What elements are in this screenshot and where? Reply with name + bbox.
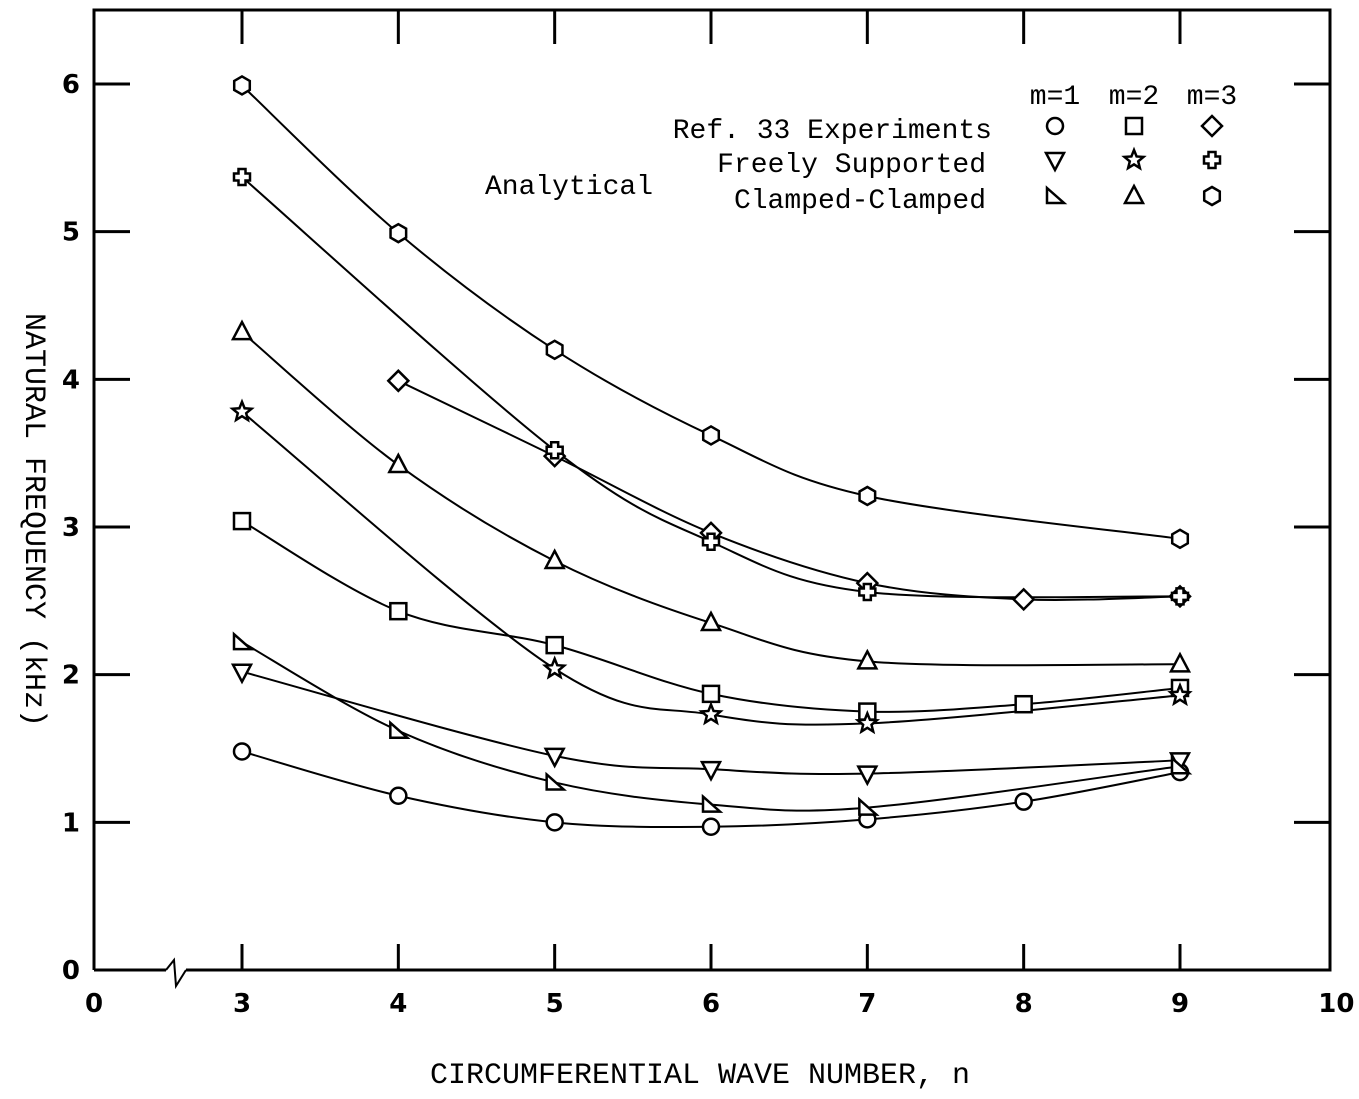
data-point-freely-supported-m1 [699,760,723,782]
y-tick-label: 2 [62,661,80,691]
x-tick-label: 9 [1171,989,1189,1019]
data-point-experiment-m1 [545,813,564,832]
data-point-freely-supported-m2 [1167,681,1193,707]
data-point-clamped-clamped-m2 [387,452,410,474]
data-point-clamped-clamped-m1 [545,771,567,791]
legend-group-label-analytical: Analytical [485,172,653,203]
legend-row-experiments: Ref. 33 Experiments [673,116,992,147]
data-point-experiment-m2 [701,684,721,704]
series-line-experiment-m3 [397,379,1181,601]
y-tick-label: 3 [62,513,80,543]
data-point-experiment-m3 [386,369,411,393]
data-point-freely-supported-m3 [1170,587,1190,606]
x-tick-label: 10 [1318,989,1354,1019]
data-point-clamped-clamped-m1 [701,793,724,813]
legend-symbol-freely-supported-m3 [1202,150,1222,170]
series-line-clamped-clamped-m3 [241,84,1181,540]
data-point-clamped-clamped-m1 [389,720,411,740]
data-point-freely-supported-m2 [541,655,568,680]
data-point-freely-supported-m1 [543,747,566,769]
x-tick-label: 3 [233,989,251,1019]
legend-column-header-m3: m=3 [1187,82,1237,113]
data-point-clamped-clamped-m1 [858,796,880,816]
legend: m=1 m=2 m=3 Ref. 33 Experiments Freely S… [485,82,1237,217]
data-point-experiment-m1 [1014,792,1033,811]
legend-symbol-experiment-m2 [1124,116,1144,136]
data-point-clamped-clamped-m3 [232,75,252,96]
data-point-experiment-m3 [1011,587,1036,612]
x-tick-label: 4 [389,989,407,1019]
data-point-clamped-clamped-m3 [545,339,564,361]
data-point-clamped-clamped-m2 [699,610,723,632]
data-point-clamped-clamped-m2 [1168,651,1192,673]
data-point-freely-supported-m2 [698,701,724,726]
x-tick-label: 6 [702,989,720,1019]
legend-row-freely-supported: Freely Supported [717,150,986,181]
y-tick-label: 6 [62,70,80,100]
plot-frame [92,8,1332,972]
legend-symbol-experiment-m1 [1045,116,1065,136]
data-point-clamped-clamped-m3 [389,222,408,244]
legend-symbol-clamped-clamped-m2 [1122,183,1146,205]
series-line-clamped-clamped-m2 [241,331,1181,667]
x-tick-label: 5 [546,989,564,1019]
data-point-experiment-m2 [545,635,564,655]
data-point-freely-supported-m3 [858,582,877,602]
x-tick-label: 8 [1015,989,1033,1019]
data-point-freely-supported-m3 [232,167,252,187]
legend-column-header-m1: m=1 [1030,82,1080,113]
legend-symbol-freely-supported-m2 [1121,146,1147,171]
data-point-experiment-m2 [232,511,252,531]
data-point-freely-supported-m1 [230,663,254,685]
y-tick-label: 5 [62,218,80,248]
data-point-clamped-clamped-m3 [1170,528,1190,550]
data-point-freely-supported-m2 [854,710,881,735]
y-axis-title: NATURAL FREQUENCY (kHz) [16,313,50,727]
y-tick-label: 1 [62,808,80,838]
legend-column-header-m2: m=2 [1109,82,1159,113]
axis-break-symbol [165,957,187,990]
legend-symbol-experiment-m3 [1200,114,1224,138]
axes: 0 3 4 5 6 7 8 9 10 0 1 2 3 4 5 6 [62,8,1354,1019]
legend-symbol-freely-supported-m1 [1043,151,1067,173]
x-tick-label: 0 [85,989,103,1019]
y-tick-label: 4 [62,365,80,395]
data-point-clamped-clamped-m1 [232,631,255,651]
data-point-experiment-m2 [1014,694,1033,714]
data-point-experiment-m1 [389,786,408,806]
data-point-clamped-clamped-m2 [856,648,879,670]
y-tick-label: 0 [62,956,80,986]
data-point-clamped-clamped-m2 [230,319,254,341]
data-point-freely-supported-m2 [229,398,255,423]
x-tick-label: 7 [858,989,876,1019]
data-point-clamped-clamped-m2 [543,548,566,570]
data-point-freely-supported-m3 [701,532,721,552]
legend-symbol-clamped-clamped-m1 [1045,185,1068,205]
legend-row-clamped-clamped: Clamped-Clamped [734,186,986,217]
data-point-experiment-m1 [701,817,721,837]
x-axis-title: CIRCUMFERENTIAL WAVE NUMBER, n [430,1059,970,1093]
data-point-freely-supported-m1 [856,765,879,787]
series-markers [229,75,1193,837]
series-line-clamped-clamped-m1 [241,641,1181,812]
series-line-freely-supported-m2 [241,411,1181,726]
axis-titles: CIRCUMFERENTIAL WAVE NUMBER, n NATURAL F… [16,313,970,1093]
data-point-clamped-clamped-m3 [701,425,721,446]
data-point-experiment-m1 [232,742,252,761]
data-point-freely-supported-m3 [545,440,564,460]
data-point-experiment-m2 [389,601,408,621]
legend-symbol-clamped-clamped-m3 [1202,185,1222,207]
data-point-clamped-clamped-m3 [858,485,877,507]
series-line-freely-supported-m3 [241,176,1181,599]
data-point-clamped-clamped-m1 [1170,755,1193,775]
